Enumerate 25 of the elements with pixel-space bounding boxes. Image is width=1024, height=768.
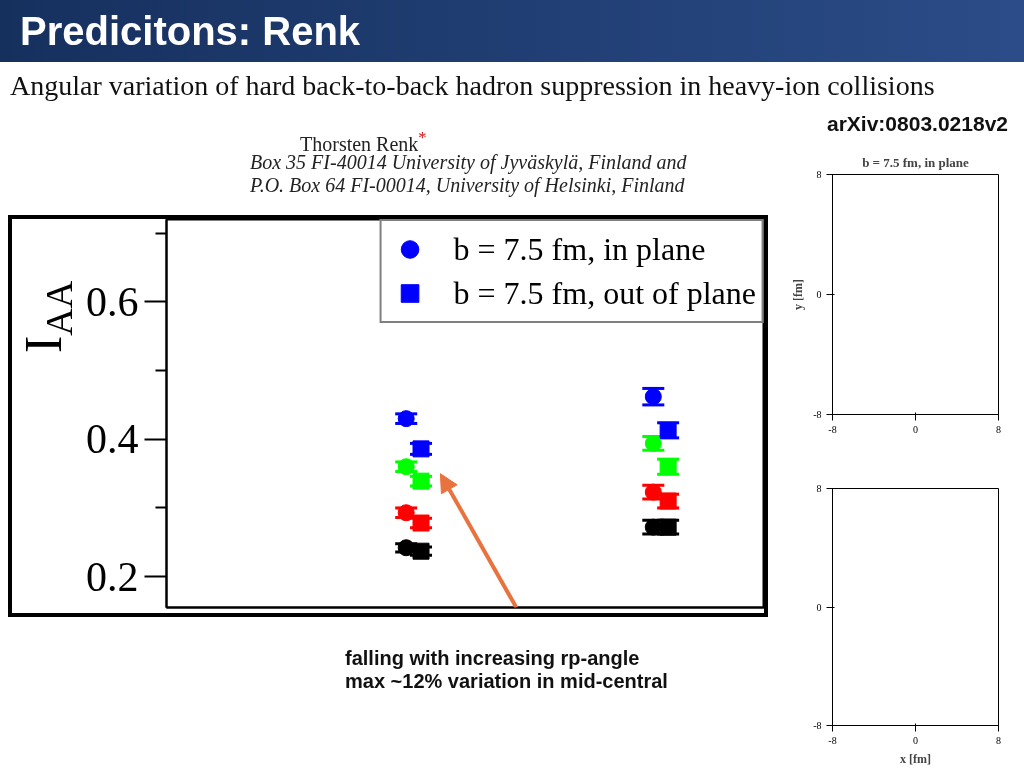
chart-title: b = 7.5 fm, in plane: [862, 154, 970, 170]
y-tick-label: -8: [813, 720, 822, 731]
y-tick-label: -8: [813, 409, 822, 420]
text: arXiv:0803.0218v2: [827, 112, 1008, 136]
y-tick-label: 0: [816, 601, 822, 613]
legend-label: b = 7.5 fm, in plane: [453, 230, 706, 268]
x-tick-label: 8: [996, 734, 1001, 746]
chart-subtitle: Angular variation of hard back-to-back hadron suppression in heavy-ion collisions: [10, 70, 935, 102]
x-tick-label: 0: [913, 734, 918, 746]
x-tick-label: 8: [996, 423, 1001, 435]
y-tick-label: 8: [816, 169, 822, 180]
y-tick-label: 0: [816, 289, 822, 300]
text: falling with increasing rp-angle max ~12% variation in mid-central: [345, 647, 668, 693]
y-tick-label: 0.2: [86, 553, 139, 600]
y-tick-label: 8: [816, 483, 822, 494]
y-axis-title: y [fm]: [791, 279, 806, 310]
x-tick-label: -8: [828, 423, 837, 435]
y-tick-label: 0.6: [86, 278, 139, 325]
x-tick-label: 0: [913, 423, 918, 435]
text: P.O. Box 64 FI-00014, University of Helsinki, Finland: [250, 174, 685, 197]
x-tick-label: -8: [828, 734, 837, 746]
chart-title: Predicitons: Renk: [0, 0, 1024, 62]
x-axis-title: x [fm]: [900, 751, 931, 766]
legend-label: b = 7.5 fm, out of plane: [453, 274, 756, 312]
y-tick-label: 0.4: [86, 416, 139, 463]
